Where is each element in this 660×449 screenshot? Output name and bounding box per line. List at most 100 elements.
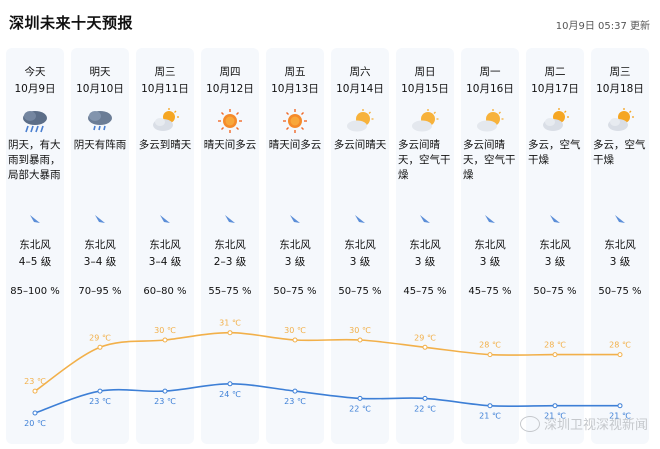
wind-level: 3–4 级	[83, 256, 117, 268]
humidity: 45–75 %	[403, 286, 447, 297]
description-line: 燥	[398, 169, 409, 181]
description-line: 多云间晴	[398, 139, 440, 151]
day-column: 周日 10月15日 多云间晴天，空气干燥东北风 3 级 45–75 %	[396, 48, 454, 444]
sun-icon	[280, 108, 310, 134]
day-name: 周三	[154, 66, 176, 78]
humidity: 45–75 %	[468, 286, 512, 297]
humidity: 50–75 %	[533, 286, 577, 297]
day-name: 周二	[544, 66, 566, 78]
day-date: 10月16日	[466, 83, 514, 95]
description-line: 局部大暴雨	[8, 169, 61, 181]
weather-description: 多云，空气干燥	[528, 138, 584, 168]
wind-direction-icon	[354, 210, 366, 223]
weather-description: 多云间晴天	[332, 138, 388, 153]
wind-direction-icon	[159, 210, 171, 223]
wind-direction-icon	[484, 210, 496, 223]
weather-description: 多云到晴天	[137, 138, 193, 153]
description-line: 燥	[463, 169, 474, 181]
day-name: 周一	[479, 66, 501, 78]
weather-description: 阴天有阵雨	[72, 138, 128, 153]
day-column: 周六 10月14日 多云间晴天 东北风 3 级 50–75 %	[331, 48, 389, 444]
description-line: 阴天有阵雨	[73, 139, 127, 151]
description-line: 多云间晴	[463, 139, 505, 151]
humidity: 70–95 %	[78, 286, 122, 297]
wind-level: 3 级	[284, 256, 306, 268]
day-column: 周二 10月17日 多云，空气干燥东北风 3 级 50–75 %	[526, 48, 584, 444]
wind-direction-icon	[419, 210, 431, 223]
wind-direction: 东北风	[84, 239, 116, 251]
showers-icon	[85, 108, 115, 134]
partly-sunny-icon	[475, 108, 505, 134]
description-line: 多云间晴天	[333, 139, 387, 151]
wind-direction-icon	[549, 210, 561, 223]
day-column: 周四 10月12日 晴天间多云东北风 2–3 级 55–75 %	[201, 48, 259, 444]
day-date: 10月12日	[206, 83, 254, 95]
wind-level: 3–4 级	[148, 256, 182, 268]
day-date: 10月18日	[596, 83, 644, 95]
wind-level: 3 级	[479, 256, 501, 268]
sun-icon	[215, 108, 245, 134]
wind-direction-icon	[614, 210, 626, 223]
day-name: 周三	[609, 66, 631, 78]
wechat-logo-icon	[519, 415, 540, 432]
description-line: 雨到暴雨，	[8, 154, 61, 166]
watermark: 深圳卫视深视新闻	[519, 414, 648, 433]
description-line: 天，空气干	[398, 154, 451, 166]
day-date: 10月10日	[76, 83, 124, 95]
humidity: 50–75 %	[273, 286, 317, 297]
wind-level: 3 级	[414, 256, 436, 268]
update-time: 10月9日 05:37 更新	[555, 21, 650, 32]
description-line: 多云，空气	[593, 139, 646, 151]
cloudy-sun-icon	[540, 108, 570, 134]
day-name: 周五	[284, 66, 306, 78]
weather-description: 多云，空气干燥	[593, 138, 649, 168]
description-line: 干燥	[528, 154, 549, 166]
wind-direction: 东北风	[344, 239, 376, 251]
wind-level: 3 级	[349, 256, 371, 268]
wind-direction: 东北风	[214, 239, 246, 251]
weather-description: 阴天，有大 雨到暴雨， 局部大暴雨	[8, 138, 64, 183]
wind-direction: 东北风	[474, 239, 506, 251]
wind-direction-icon	[29, 210, 41, 223]
day-column: 周一 10月16日 多云间晴天，空气干燥东北风 3 级 45–75 %	[461, 48, 519, 444]
wind-direction: 东北风	[409, 239, 441, 251]
watermark-text: 深圳卫视深视新闻	[543, 418, 648, 433]
day-date: 10月15日	[401, 83, 449, 95]
description-line: 天，空气干	[463, 154, 516, 166]
wind-level: 3 级	[609, 256, 631, 268]
humidity: 50–75 %	[598, 286, 642, 297]
weather-description: 多云间晴天，空气干燥	[463, 138, 519, 183]
wind-level: 3 级	[544, 256, 566, 268]
description-line: 多云，空气	[528, 139, 581, 151]
wind-level: 2–3 级	[213, 256, 247, 268]
humidity: 55–75 %	[208, 286, 252, 297]
heavy-rain-icon	[20, 108, 50, 134]
day-column: 明天 10月10日 阴天有阵雨 东北风 3–4 级 70–95 %	[71, 48, 129, 444]
day-name: 周日	[414, 66, 436, 78]
day-date: 10月9日	[14, 83, 56, 95]
partly-sunny-icon	[410, 108, 440, 134]
partly-sunny-icon	[345, 108, 375, 134]
description-line: 晴天间多云	[203, 139, 257, 151]
day-name: 今天	[24, 66, 46, 78]
wind-direction-icon	[224, 210, 236, 223]
day-name: 周四	[219, 66, 241, 78]
wind-direction: 东北风	[149, 239, 181, 251]
humidity: 85–100 %	[10, 286, 60, 297]
day-date: 10月13日	[271, 83, 319, 95]
wind-level: 4–5 级	[18, 256, 52, 268]
wind-direction: 东北风	[539, 239, 571, 251]
description-line: 干燥	[593, 154, 614, 166]
day-date: 10月11日	[141, 83, 189, 95]
wind-direction: 东北风	[604, 239, 636, 251]
weather-description: 晴天间多云	[267, 138, 323, 153]
page-title: 深圳未来十天预报	[9, 14, 134, 32]
day-column: 周五 10月13日 晴天间多云 东北风 3 级 50–75 %	[266, 48, 324, 444]
day-name: 周六	[349, 66, 371, 78]
cloudy-sun-icon	[605, 108, 635, 134]
wind-direction-icon	[289, 210, 301, 223]
day-date: 10月17日	[531, 83, 579, 95]
wind-direction-icon	[94, 210, 106, 223]
forecast-columns: 今天 10月9日 阴天，有大 雨到暴雨， 局部大暴雨 东北风 4–5 级 85–100 % 明天…	[0, 48, 660, 446]
day-column: 周三 10月18日 多云，空气干燥东北风 3 级 50–75 %	[591, 48, 649, 444]
